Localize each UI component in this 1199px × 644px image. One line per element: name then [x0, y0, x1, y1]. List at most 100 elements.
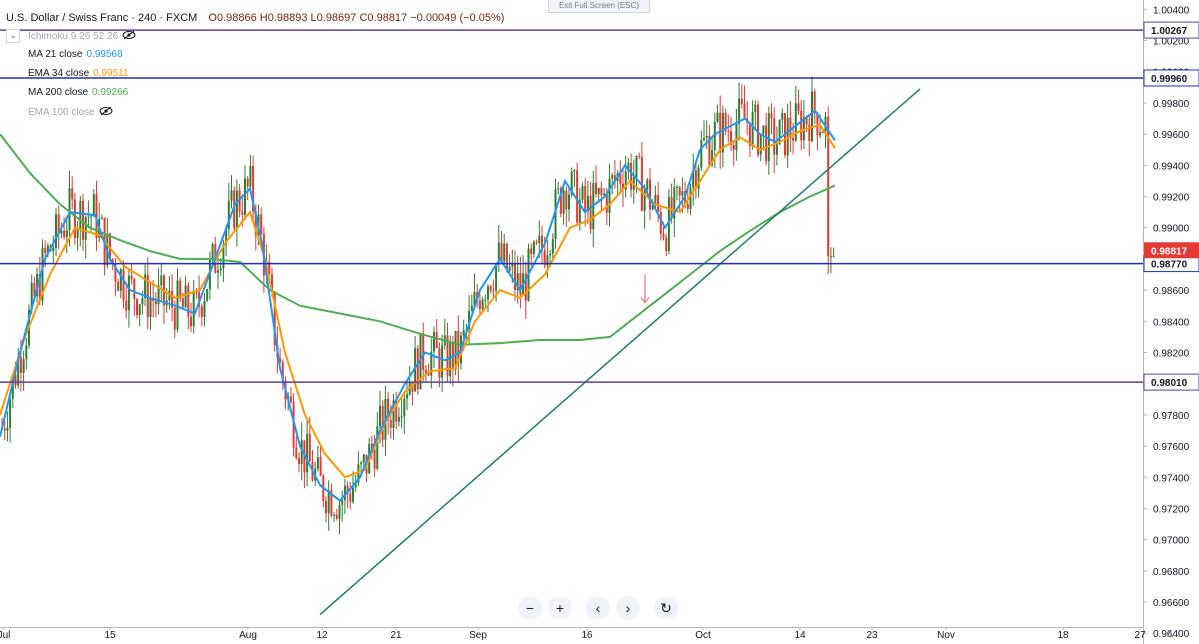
- candle-body: [127, 275, 130, 311]
- candle-body: [9, 398, 12, 428]
- trendline: [319, 88, 921, 616]
- candle-body: [273, 292, 276, 345]
- candle-body: [109, 233, 111, 260]
- candle-body: [30, 282, 33, 310]
- candle-body: [767, 113, 770, 162]
- candle-body: [400, 416, 403, 418]
- auto-scale-button[interactable]: A: [1166, 629, 1173, 639]
- candle-body: [716, 112, 719, 122]
- candle-body: [724, 112, 727, 131]
- plus-icon: +: [555, 600, 565, 616]
- candle-body: [554, 189, 557, 240]
- candle-body: [605, 193, 608, 213]
- zoom-in-button[interactable]: +: [548, 596, 572, 620]
- candle-body: [543, 250, 546, 266]
- candle-body: [568, 194, 570, 210]
- candle-body: [149, 298, 152, 318]
- indicator-value: 0.99568: [86, 49, 123, 60]
- candle-body: [789, 117, 792, 138]
- candle-body: [619, 173, 622, 184]
- candle-body: [802, 116, 805, 141]
- candle-body: [289, 396, 292, 403]
- candle-body: [144, 274, 147, 299]
- x-tick-label: 27: [1134, 630, 1146, 641]
- candle-body: [173, 307, 176, 330]
- candle-body: [6, 427, 9, 431]
- candle-body: [732, 144, 735, 150]
- candle-body: [584, 185, 587, 212]
- candle-body: [160, 275, 163, 286]
- candle-body: [222, 244, 225, 269]
- candle-body: [770, 113, 773, 119]
- candle-body: [516, 273, 519, 291]
- candle-body: [765, 125, 768, 162]
- scroll-left-button[interactable]: ‹: [586, 596, 610, 620]
- y-tick-label: 0.96800: [1153, 567, 1190, 578]
- annotation-arrowhead: [640, 297, 650, 304]
- hidden-eye-icon[interactable]: [122, 30, 136, 43]
- candle-body: [608, 178, 611, 213]
- candle-body: [406, 394, 408, 399]
- collapse-legend-button[interactable]: ⌄: [6, 29, 20, 43]
- candle-body: [395, 400, 398, 422]
- candle-body: [422, 333, 425, 370]
- candle-body: [773, 118, 776, 155]
- candle-body: [60, 230, 63, 234]
- level-price-label: 0.98010: [1151, 378, 1188, 389]
- candle-body: [190, 316, 192, 327]
- candle-body: [244, 178, 246, 215]
- candle-body: [300, 440, 303, 465]
- hidden-eye-icon[interactable]: [99, 106, 113, 119]
- candle-body: [330, 490, 333, 516]
- candle-body: [55, 214, 57, 249]
- x-tick-label: 16: [581, 630, 593, 641]
- candle-body: [392, 400, 395, 428]
- candle-body: [138, 304, 141, 315]
- candle-body: [797, 103, 800, 111]
- candle-body: [17, 356, 20, 386]
- candle-body: [357, 464, 360, 483]
- candle-body: [136, 299, 138, 315]
- reset-chart-button[interactable]: ↻: [654, 596, 678, 620]
- chevron-right-icon: ›: [625, 600, 631, 616]
- candle-body: [635, 155, 638, 178]
- chevron-left-icon: ‹: [595, 600, 601, 616]
- candle-body: [622, 183, 624, 190]
- x-tick-label: 21: [390, 630, 402, 641]
- candle-body: [179, 280, 182, 299]
- ma200-line: [0, 133, 836, 346]
- candle-body: [335, 514, 338, 519]
- candle-body: [500, 242, 503, 262]
- candle-body: [22, 359, 25, 373]
- candle-body: [219, 268, 222, 271]
- candle-body: [478, 300, 481, 310]
- indicator-row[interactable]: Ichimoku 9 26 52 26: [28, 30, 136, 43]
- indicator-row[interactable]: EMA 100 close: [28, 106, 113, 119]
- candle-body: [433, 332, 435, 352]
- indicator-row[interactable]: MA 21 close 0.99568: [28, 49, 123, 60]
- candle-body: [100, 217, 103, 219]
- candle-body: [829, 256, 832, 258]
- candle-body: [181, 298, 184, 308]
- candle-body: [3, 428, 6, 431]
- candle-body: [211, 244, 214, 261]
- candle-body: [597, 187, 600, 195]
- x-tick-label: Jul: [0, 630, 10, 641]
- candle-body: [468, 310, 471, 330]
- candle-body: [719, 112, 722, 153]
- indicator-row[interactable]: MA 200 close 0.99266: [28, 87, 128, 98]
- exit-fullscreen-button[interactable]: Exit Full Screen (ESC): [548, 0, 650, 13]
- candle-body: [424, 369, 427, 374]
- scroll-right-button[interactable]: ›: [616, 596, 640, 620]
- candle-body: [692, 170, 695, 188]
- candle-body: [241, 211, 244, 215]
- zoom-out-button[interactable]: −: [518, 596, 542, 620]
- candle-body: [708, 135, 711, 165]
- indicator-row[interactable]: EMA 34 close 0.99511: [28, 68, 129, 79]
- candle-body: [325, 501, 327, 514]
- y-tick-label: 1.00200: [1153, 37, 1190, 48]
- candle-body: [678, 186, 681, 196]
- candle-body: [511, 262, 514, 267]
- candle-body: [514, 262, 516, 291]
